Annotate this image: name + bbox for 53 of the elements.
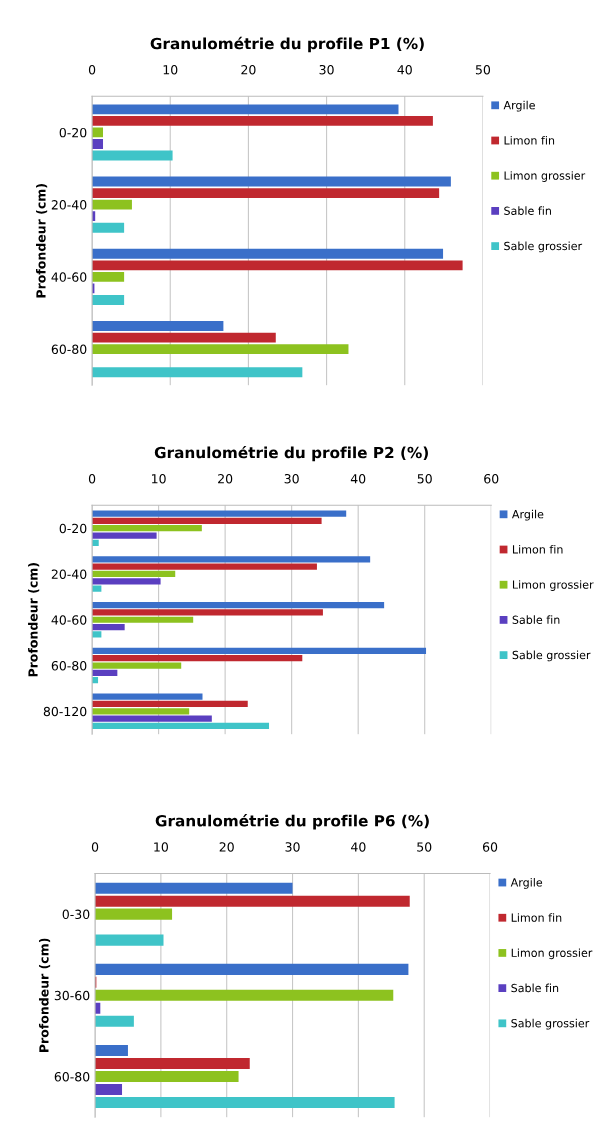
legend-label: Limon grossier: [504, 171, 586, 182]
x-tick-label: 10: [154, 842, 168, 852]
chart-title: Granulométrie du profile P2 (%): [154, 445, 428, 462]
legend-label: Argile: [510, 877, 543, 889]
legend-label: Limon grossier: [512, 580, 594, 591]
x-tick-label: 10: [163, 64, 178, 75]
x-tick-label: 30: [284, 474, 299, 484]
legend-label: Limon fin: [504, 135, 555, 145]
x-tick-label: 40: [397, 64, 412, 75]
x-tick-label: 40: [350, 474, 366, 484]
legend-label: Limon fin: [512, 544, 563, 554]
y-tick-label: 20-40: [51, 200, 87, 210]
y-axis-title: Profondeur (cm): [38, 938, 51, 1052]
legend-label: Argile: [511, 509, 544, 521]
y-tick-label: 40-60: [51, 615, 87, 625]
legend-label: Sable grossier: [504, 241, 583, 253]
legend-label: Sable fin: [511, 983, 559, 993]
legend-label: Sable grossier: [511, 1018, 590, 1030]
x-tick-label: 60: [482, 842, 498, 852]
x-tick-label: 60: [484, 474, 499, 484]
y-tick-label: 60-80: [51, 344, 87, 355]
x-tick-label: 30: [285, 842, 300, 852]
x-tick-label: 50: [417, 842, 432, 852]
chart-title: Granulométrie du profile P6 (%): [155, 814, 429, 830]
y-tick-label: 0-30: [62, 909, 90, 920]
x-tick-label: 10: [152, 474, 166, 484]
y-tick-label: 30-60: [54, 990, 90, 1001]
y-axis-title: Profondeur (cm): [28, 563, 40, 677]
legend-label: Sable fin: [512, 615, 560, 624]
chart-title: Granulométrie du profile P1 (%): [150, 36, 424, 53]
y-tick-label: 0-20: [59, 523, 87, 534]
y-tick-label: 20-40: [51, 569, 87, 579]
legend-label: Sable grossier: [512, 650, 591, 662]
y-tick-label: 80-120: [43, 706, 87, 717]
legend-label: Limon grossier: [511, 948, 593, 960]
x-tick-label: 30: [319, 64, 334, 75]
legend-label: Sable fin: [504, 206, 551, 215]
x-tick-label: 0: [91, 842, 99, 852]
legend-label: Argile: [503, 100, 535, 112]
x-tick-label: 0: [88, 64, 96, 75]
x-tick-label: 40: [351, 842, 366, 852]
x-tick-label: 50: [417, 474, 432, 484]
x-tick-label: 50: [475, 64, 491, 75]
x-tick-label: 20: [218, 474, 233, 484]
y-tick-label: 40-60: [51, 272, 87, 282]
x-tick-label: 0: [88, 474, 96, 484]
y-tick-label: 60-80: [51, 661, 87, 671]
x-tick-label: 20: [241, 64, 256, 75]
y-tick-label: 0-20: [59, 127, 87, 138]
y-axis-title: Profondeur (cm): [36, 184, 48, 298]
legend-label: Limon fin: [511, 913, 562, 922]
x-tick-label: 20: [219, 842, 234, 852]
y-tick-label: 60-80: [54, 1072, 90, 1082]
